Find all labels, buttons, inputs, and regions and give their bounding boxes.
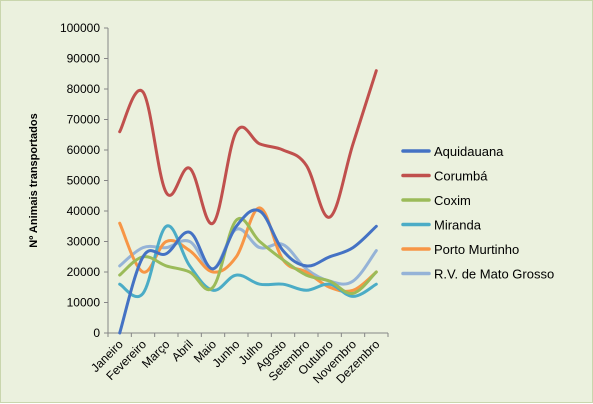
- legend-label: R.V. de Mato Grosso: [434, 267, 554, 282]
- legend-label: Porto Murtinho: [434, 242, 519, 257]
- y-tick-label: 80000: [67, 82, 101, 96]
- series-line-aquidauana: [118, 208, 378, 335]
- legend-label: Miranda: [434, 218, 482, 233]
- series-line-miranda: [118, 224, 378, 299]
- series-lines: [118, 69, 378, 335]
- series-line-corumb: [118, 69, 378, 225]
- x-tick-label: Abril: [169, 337, 196, 364]
- y-tick-label: 90000: [67, 52, 101, 66]
- y-axis: 0 10000 20000 30000 40000 50000 60000 70000 8000…: [60, 21, 109, 340]
- y-tick-label: 20000: [67, 265, 101, 279]
- y-tick-label: 70000: [67, 113, 101, 127]
- legend: Aquidauana Corumbá Coxim Miranda Porto Murti…: [401, 144, 554, 282]
- y-tick-label: 100000: [60, 21, 100, 35]
- legend-label: Coxim: [434, 193, 471, 208]
- y-tick-label: 0: [93, 326, 100, 340]
- y-tick-label: 50000: [67, 174, 101, 188]
- series-line-coxim: [118, 216, 378, 295]
- x-tick-label: Junho: [209, 337, 242, 370]
- x-axis: JaneiroFevereiroMarçoAbrilMaioJunhoJulho…: [88, 332, 389, 386]
- legend-label: Aquidauana: [434, 144, 504, 159]
- y-tick-label: 30000: [67, 235, 101, 249]
- legend-label: Corumbá: [434, 169, 488, 184]
- y-tick-label: 60000: [67, 143, 101, 157]
- y-axis-title: Nº Animais transportados: [28, 113, 40, 247]
- series-line-r-v-de-mato-grosso: [118, 227, 378, 286]
- y-tick-label: 40000: [67, 204, 101, 218]
- y-tick-label: 10000: [67, 296, 101, 310]
